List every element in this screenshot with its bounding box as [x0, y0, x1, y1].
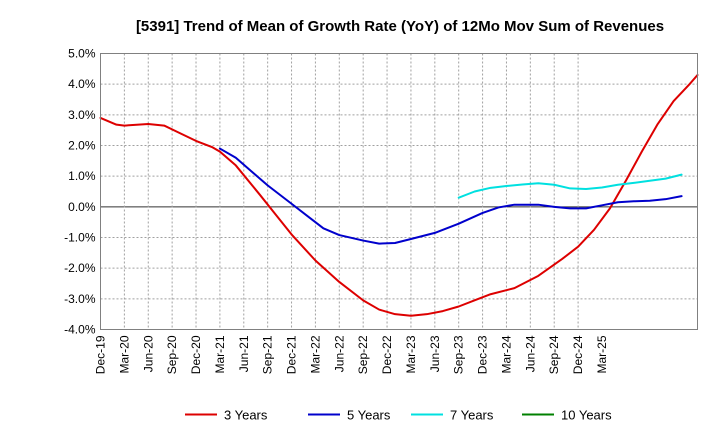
x-tick-label: Dec-21: [285, 335, 299, 374]
y-tick-label: 2.0%: [68, 139, 96, 153]
x-tick-label: Mar-20: [117, 335, 131, 373]
x-tick-label: Dec-24: [571, 335, 585, 374]
x-tick-label: Sep-21: [261, 335, 275, 374]
x-tick-label: Mar-23: [404, 335, 418, 373]
x-tick-label: Jun-22: [332, 335, 346, 372]
y-tick-label: 4.0%: [68, 77, 96, 91]
x-tick-label: Mar-21: [213, 335, 227, 373]
y-tick-label: -3.0%: [64, 292, 96, 306]
legend-label-5-years: 5 Years: [347, 408, 391, 423]
x-tick-label: Sep-22: [356, 335, 370, 374]
x-tick-label: Jun-21: [237, 335, 251, 372]
y-tick-label: -1.0%: [64, 231, 96, 245]
x-tick-label: Jun-24: [523, 335, 537, 372]
series-line-5-years: [218, 147, 683, 245]
x-tick-label: Mar-24: [499, 335, 513, 373]
x-tick-label: Jun-23: [428, 335, 442, 372]
x-axis: Dec-19 Mar-20 Jun-20 Sep-20 Dec-20 Mar-21 Jun-…: [94, 335, 609, 374]
y-axis: 5.0% 4.0% 3.0% 2.0% 1.0% 0.0% -1.0% -2.0% -3.0% -…: [64, 47, 96, 337]
y-tick-label: 5.0%: [68, 47, 96, 61]
x-tick-label: Mar-25: [595, 335, 609, 373]
legend: 3 Years 5 Years 7 Years 10 Years: [185, 408, 612, 423]
y-tick-label: 0.0%: [68, 200, 96, 214]
x-tick-label: Dec-19: [94, 335, 108, 374]
x-tick-label: Sep-20: [165, 335, 179, 374]
legend-label-3-years: 3 Years: [224, 408, 268, 423]
plot-frame: [100, 53, 698, 330]
x-tick-label: Dec-20: [189, 335, 203, 374]
x-tick-label: Sep-23: [452, 335, 466, 374]
series-line-7-years: [457, 173, 683, 199]
plot-area: [100, 53, 698, 330]
legend-label-10-years: 10 Years: [561, 408, 612, 423]
legend-label-7-years: 7 Years: [450, 408, 494, 423]
series-lines: [99, 73, 699, 317]
x-tick-label: Jun-20: [141, 335, 155, 372]
y-tick-label: 1.0%: [68, 169, 96, 183]
x-tick-label: Mar-22: [308, 335, 322, 373]
y-tick-label: -2.0%: [64, 261, 96, 275]
chart-title: [5391] Trend of Mean of Growth Rate (YoY…: [136, 18, 664, 35]
x-tick-label: Dec-23: [476, 335, 490, 374]
y-tick-label: -4.0%: [64, 323, 96, 337]
x-tick-label: Dec-22: [380, 335, 394, 374]
y-tick-label: 3.0%: [68, 108, 96, 122]
gridlines: [100, 53, 698, 330]
x-tick-label: Sep-24: [547, 335, 561, 374]
